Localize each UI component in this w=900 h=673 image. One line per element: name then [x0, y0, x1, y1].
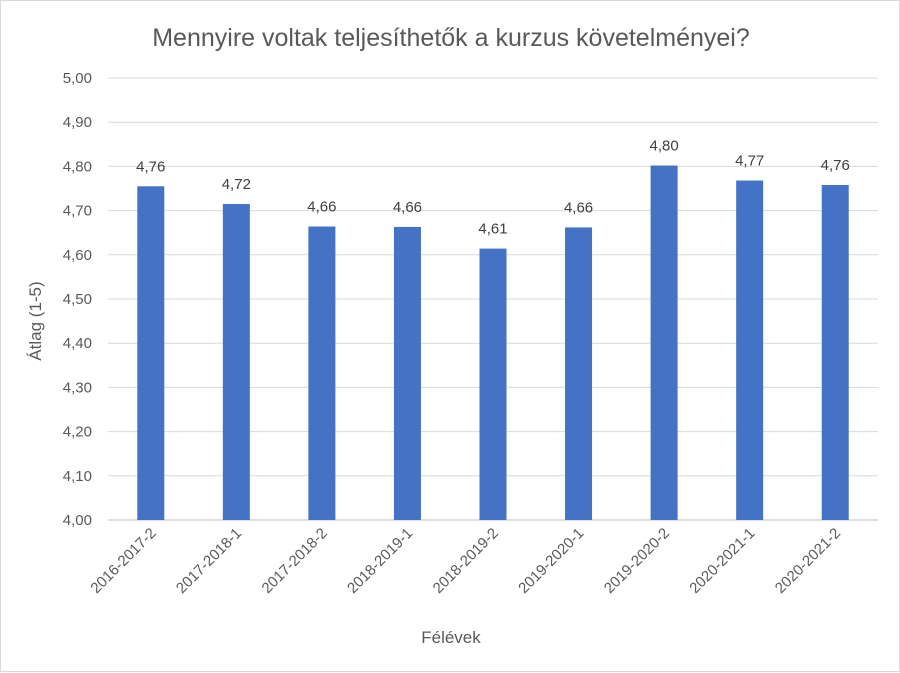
x-tick-label: 2019-2020-1 [515, 525, 587, 597]
bar [479, 248, 507, 520]
y-tick-label: 4,10 [63, 468, 92, 485]
x-tick-label: 2017-2018-2 [259, 525, 331, 597]
x-tick-label: 2017-2018-1 [173, 525, 245, 597]
y-tick-label: 4,60 [63, 247, 92, 264]
x-axis-title: Félévek [421, 628, 481, 647]
data-label: 4,66 [564, 199, 593, 216]
y-axis-title: Átlag (1-5) [26, 281, 45, 360]
y-tick-label: 4,50 [63, 291, 92, 308]
x-tick-label: 2019-2020-2 [601, 525, 673, 597]
x-axis-tick-labels: 2016-2017-2 2017-2018-1 2017-2018-2 2018-20… [87, 525, 844, 597]
bar [565, 227, 593, 520]
y-tick-label: 4,20 [63, 424, 92, 441]
data-label: 4,66 [393, 199, 422, 216]
bar [308, 226, 336, 520]
data-label: 4,80 [650, 138, 679, 155]
y-tick-label: 4,00 [63, 512, 92, 529]
y-axis-tick-labels: 4,00 4,10 4,20 4,30 4,40 4,50 4,60 4,70 4,80 4,90… [63, 70, 92, 529]
y-tick-label: 4,90 [63, 114, 92, 131]
data-label: 4,66 [307, 199, 336, 216]
x-tick-label: 2016-2017-2 [87, 525, 159, 597]
chart-title: Mennyire voltak teljesíthetők a kurzus k… [152, 24, 750, 52]
bar [650, 165, 678, 521]
data-labels: 4,76 4,72 4,66 4,66 4,61 4,66 4,80 4,77 4,76 [136, 138, 850, 238]
y-tick-label: 5,00 [63, 70, 92, 87]
y-tick-label: 4,30 [63, 379, 92, 396]
y-tick-label: 4,40 [63, 335, 92, 352]
data-label: 4,77 [735, 153, 764, 170]
data-label: 4,76 [821, 157, 850, 174]
bar [736, 180, 764, 520]
x-tick-label: 2020-2021-2 [772, 525, 844, 597]
bar [222, 203, 250, 520]
bar [137, 186, 165, 521]
data-label: 4,76 [136, 158, 165, 175]
y-tick-label: 4,70 [63, 203, 92, 220]
data-label: 4,61 [478, 221, 507, 238]
data-label: 4,72 [222, 176, 251, 193]
bar [821, 184, 849, 521]
bars [137, 165, 849, 521]
y-tick-label: 4,80 [63, 158, 92, 175]
x-tick-label: 2018-2019-1 [344, 525, 416, 597]
x-tick-label: 2020-2021-1 [686, 525, 758, 597]
x-tick-label: 2018-2019-2 [430, 525, 502, 597]
bar [393, 226, 421, 521]
